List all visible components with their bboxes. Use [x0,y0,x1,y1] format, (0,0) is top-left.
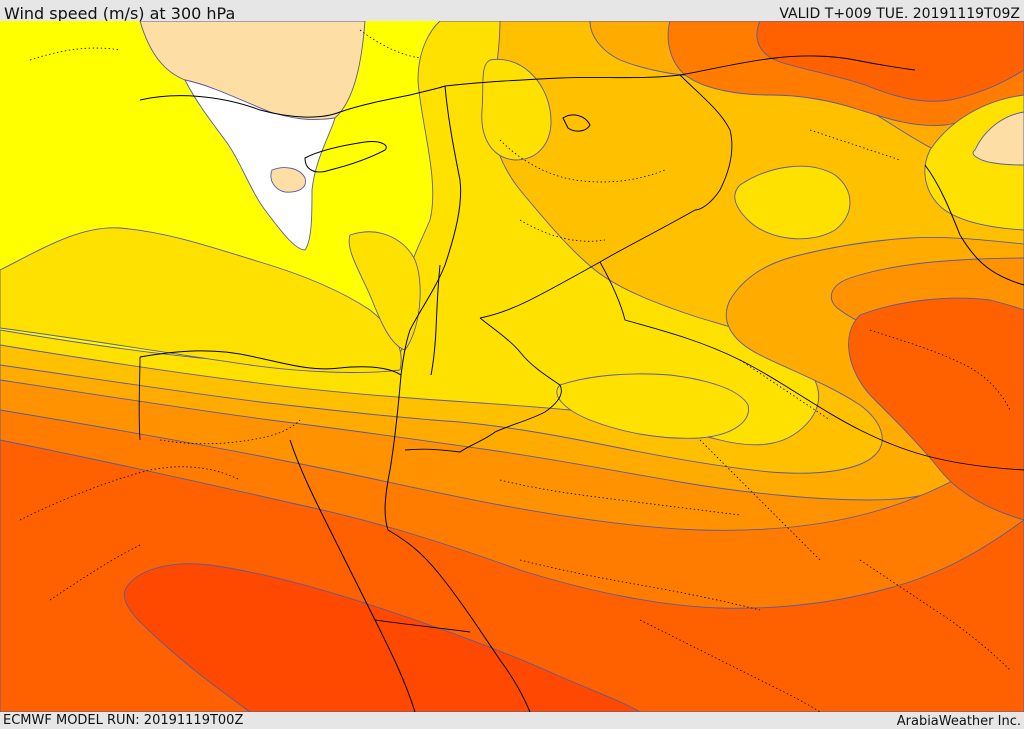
internal-border [639,619,821,712]
egypt-coastline [139,350,402,376]
persian-gulf-coast [924,164,1024,286]
wind-speed-field [0,21,1024,712]
valid-time-label: VALID T+009 TUE. 20191119T09Z [779,6,1020,22]
band-gold-west-lobe [0,227,402,373]
footer-bar: ECMWF MODEL RUN: 20191119T00Z ArabiaWeat… [0,712,1024,729]
lake-van [562,114,591,132]
egypt-sudan-border [374,619,471,633]
band-gold-tongue-south [556,373,750,439]
jordan-river [430,264,441,376]
band-gold-pocket-east [734,165,851,240]
red-sea-west-coast [289,439,416,712]
turkey-syria-border [444,55,916,87]
band-red-orange-east [848,297,1024,521]
jordan-iraq-border [479,209,696,319]
internal-border [499,479,741,516]
wind-speed-map[interactable] [0,21,1024,712]
internal-border [159,419,301,445]
internal-border [499,139,666,183]
model-run-label: ECMWF MODEL RUN: 20191119T00Z [3,713,244,728]
credit-label: ArabiaWeather Inc. [896,714,1021,729]
cyprus-coastline [304,141,387,173]
turkey-coastline [139,85,446,118]
egypt-libya-border [138,356,141,441]
band-red-core [123,563,641,712]
internal-border [859,559,1011,671]
internal-border [359,29,421,59]
iraq-saudi-border [599,261,1024,471]
internal-border [869,329,1011,411]
borders-group [138,55,1024,633]
internal-border [519,219,606,242]
band-peach-northeast [972,111,1024,166]
internal-borders-group [19,29,1011,712]
map-title: Wind speed (m/s) at 300 hPa [4,4,236,23]
band-gold-pocket-north [481,58,552,161]
internal-border [809,129,901,161]
internal-border [699,439,821,561]
red-sea-east-coast [384,374,531,712]
coastlines-group [139,85,1024,712]
header-bar: Wind speed (m/s) at 300 hPa VALID T+009 … [0,0,1024,23]
internal-border [29,47,121,61]
internal-border [739,359,831,421]
band-peach-small [270,167,306,193]
levant-coastline [400,85,462,376]
jordan-saudi-border [404,317,562,453]
syria-iraq-border [679,74,733,211]
